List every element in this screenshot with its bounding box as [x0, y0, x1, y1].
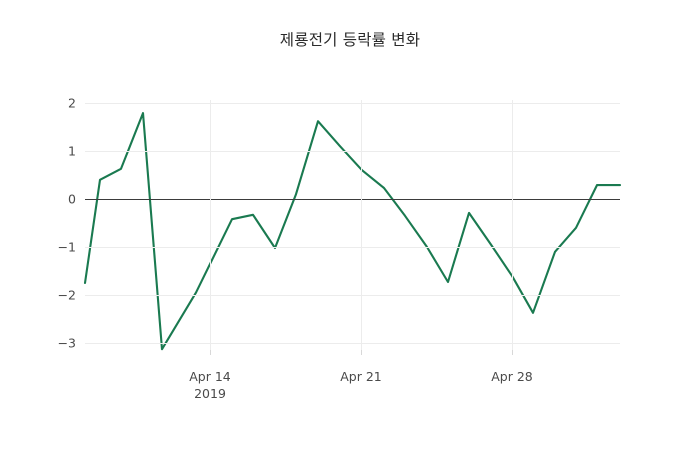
y-axis-tick-label: 1 — [68, 143, 76, 159]
x-axis-tick-label: Apr 14 2019 — [189, 369, 231, 401]
y-axis-tick-label: −1 — [57, 239, 76, 255]
y-axis-tick-label: 2 — [68, 95, 76, 111]
gridline-vertical — [512, 100, 513, 350]
gridline-horizontal — [85, 247, 620, 248]
x-axis-tick-labels: Apr 14 2019 Apr 21 Apr 28 — [85, 350, 620, 410]
y-axis-tick-labels: 2 1 0 −1 −2 −3 — [28, 96, 76, 351]
gridline-vertical — [361, 100, 362, 350]
gridline-horizontal — [85, 343, 620, 344]
x-axis-tick-mark — [361, 350, 362, 355]
y-axis-tick-label: −2 — [57, 287, 76, 303]
series-line-change-rate — [83, 112, 622, 351]
x-axis-tick-label: Apr 21 — [340, 369, 382, 384]
gridline-vertical — [210, 100, 211, 350]
gridline-horizontal — [85, 151, 620, 152]
y-axis-tick-label: −3 — [57, 335, 76, 351]
y-axis-tick-label: 0 — [68, 191, 76, 207]
x-axis-tick-mark — [512, 350, 513, 355]
chart-title: 제룡전기 등락률 변화 — [279, 31, 421, 49]
x-axis-tick-mark — [210, 350, 211, 355]
zero-baseline — [85, 199, 620, 200]
gridline-horizontal — [85, 295, 620, 296]
x-axis-tick-label: Apr 28 — [491, 369, 533, 384]
gridline-horizontal — [85, 103, 620, 104]
plot-area — [83, 100, 622, 351]
line-series-svg — [83, 112, 622, 351]
